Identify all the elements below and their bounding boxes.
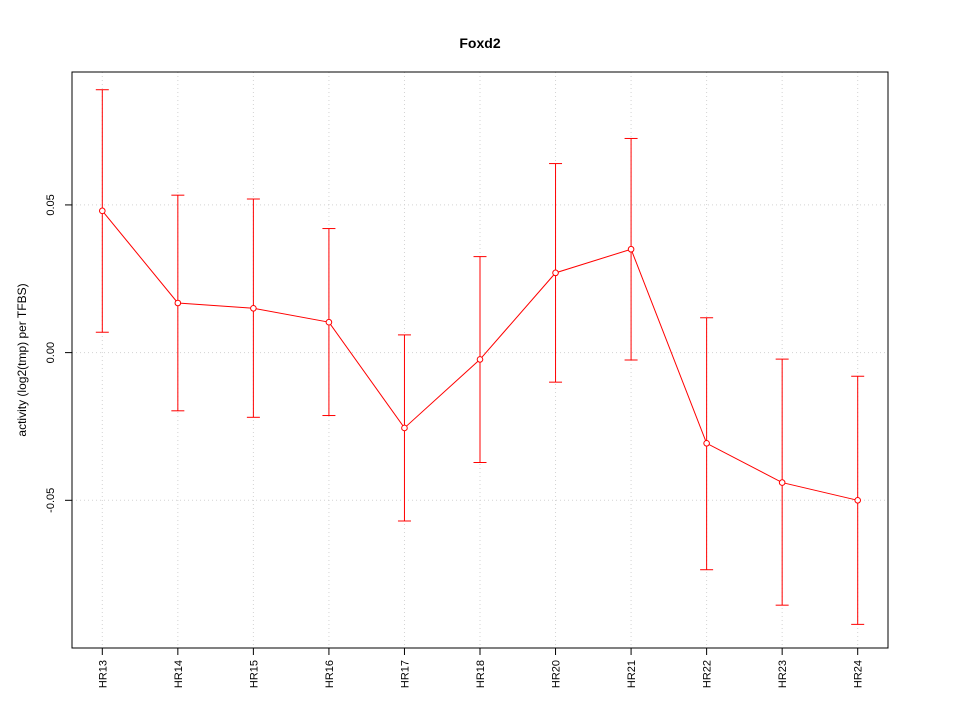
data-point xyxy=(174,299,182,307)
data-point xyxy=(99,207,106,215)
x-tick-label: HR20 xyxy=(551,660,563,688)
data-point xyxy=(778,479,786,486)
chart-title: Foxd2 xyxy=(459,35,500,51)
x-tick-label: HR13 xyxy=(97,660,109,688)
y-tick-label: -0.05 xyxy=(45,488,57,513)
data-point xyxy=(250,305,257,312)
x-tick-label: HR17 xyxy=(399,660,411,688)
axes: HR13 HR14 HR15 HR16 HR17 HR18 HR20 HR21 HR22 HR23… xyxy=(45,194,865,688)
y-tick-label: 0.05 xyxy=(45,194,57,215)
y-axis-label: activity (log2(tmp) per TFBS) xyxy=(15,283,29,436)
x-tick-label: HR24 xyxy=(853,660,865,688)
x-tick-label: HR18 xyxy=(475,660,487,688)
data-point xyxy=(627,245,635,253)
x-tick-label: HR15 xyxy=(248,660,260,688)
data-point xyxy=(401,424,408,432)
data-series xyxy=(95,89,865,625)
data-point xyxy=(854,497,862,504)
x-tick-label: HR16 xyxy=(324,660,336,688)
data-point xyxy=(325,318,333,326)
x-tick-label: HR21 xyxy=(626,660,638,688)
y-tick-label: 0.00 xyxy=(45,342,57,363)
x-tick-label: HR14 xyxy=(173,660,185,688)
data-point xyxy=(552,269,559,277)
x-tick-label: HR23 xyxy=(777,660,789,688)
data-point xyxy=(476,356,484,363)
data-point xyxy=(703,439,710,447)
x-tick-label: HR22 xyxy=(702,660,714,688)
